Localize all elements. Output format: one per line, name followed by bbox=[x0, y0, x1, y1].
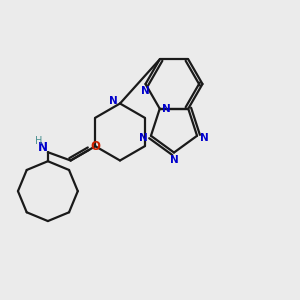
Text: N: N bbox=[109, 96, 118, 106]
Text: O: O bbox=[91, 140, 101, 153]
Text: N: N bbox=[169, 155, 178, 165]
Text: N: N bbox=[141, 85, 150, 96]
Text: N: N bbox=[140, 133, 148, 143]
Text: H: H bbox=[35, 136, 43, 146]
Text: N: N bbox=[162, 104, 171, 114]
Text: N: N bbox=[200, 133, 208, 143]
Text: N: N bbox=[38, 141, 48, 154]
